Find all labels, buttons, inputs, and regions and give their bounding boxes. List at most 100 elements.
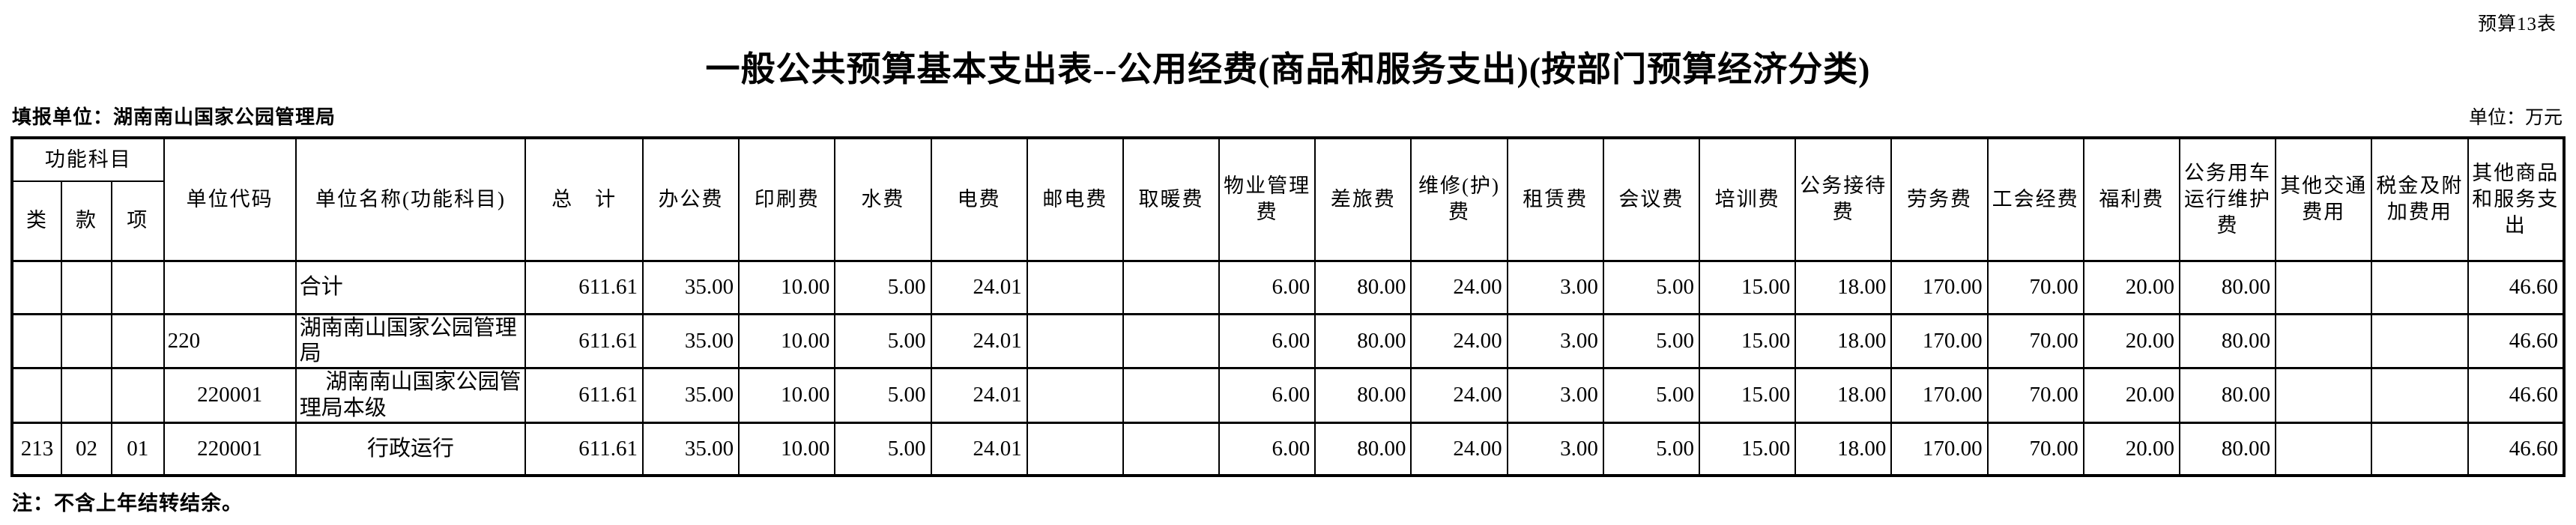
- header-col-12: 租赁费: [1506, 137, 1604, 262]
- cell-value-6: [1122, 313, 1221, 370]
- cell-value-7: 6.00: [1218, 313, 1316, 370]
- cell-value-0: 611.61: [524, 260, 644, 315]
- cell-value-7: 6.00: [1218, 367, 1316, 424]
- header-col-20: 其他交通 费用: [2275, 137, 2373, 262]
- cell-value-16: 20.00: [2082, 260, 2180, 315]
- cell-value-14: 170.00: [1890, 260, 1989, 315]
- reporting-unit-label: 填报单位：湖南南山国家公园管理局: [12, 106, 336, 128]
- cell-value-17: 80.00: [2178, 422, 2277, 477]
- cell-value-5: [1026, 260, 1124, 315]
- cell-value-9: 24.00: [1410, 313, 1508, 370]
- header-function-category: 功能科目: [11, 137, 165, 182]
- cell-value-3: 5.00: [834, 422, 932, 477]
- header-col-11: 维修(护) 费: [1410, 137, 1508, 262]
- cell-kuan: [61, 260, 112, 315]
- cell-value-17: 80.00: [2178, 367, 2277, 424]
- cell-value-16: 20.00: [2082, 422, 2180, 477]
- cell-value-11: 5.00: [1602, 260, 1701, 315]
- cell-value-6: [1122, 422, 1221, 477]
- cell-value-0: 611.61: [524, 422, 644, 477]
- cell-unit-name: 湖南南山国家公园管理 局: [294, 313, 527, 370]
- header-col-21: 税金及附 加费用: [2371, 137, 2469, 262]
- cell-value-0: 611.61: [524, 313, 644, 370]
- cell-value-13: 18.00: [1795, 367, 1893, 424]
- cell-value-5: [1026, 367, 1124, 424]
- header-col-5: 水费: [834, 137, 932, 262]
- cell-value-18: [2275, 260, 2373, 315]
- header-col-10: 差旅费: [1314, 137, 1412, 262]
- header-row-2: 类款项: [10, 180, 2564, 262]
- header-col-9: 物业管理 费: [1218, 137, 1316, 262]
- header-col-14: 培训费: [1699, 137, 1797, 262]
- cell-value-2: 10.00: [738, 422, 836, 477]
- table-body: 合计 611.61 35.00 10.00 5.00 24.01 6.00 80.00 24.0…: [10, 260, 2566, 477]
- cell-value-3: 5.00: [834, 313, 932, 370]
- cell-value-20: 46.60: [2467, 260, 2566, 315]
- cell-value-15: 70.00: [1986, 367, 2084, 424]
- cell-value-11: 5.00: [1602, 313, 1701, 370]
- table-row-2: 220001 湖南南山国家公园管 理局本级 611.61 35.00 10.00 5.00…: [10, 367, 2566, 424]
- header-col-2: 总 计: [524, 137, 644, 262]
- cell-value-4: 24.01: [930, 367, 1028, 424]
- cell-xiang: 01: [110, 422, 165, 477]
- table-header: 功能科目 单位代码 单位名称(功能科目) 总 计办公费 印刷费 水费 电费 邮电费 取暖费 物业管…: [10, 137, 2566, 262]
- cell-value-4: 24.01: [930, 260, 1028, 315]
- table-row-1: 220 湖南南山国家公园管理 局 611.61 35.00 10.00 5.00 24.01…: [10, 313, 2566, 370]
- table-row-3: 213 02 01 220001 行政运行 611.61 35.00 10.00 5.00 24.…: [10, 422, 2566, 477]
- cell-value-13: 18.00: [1795, 422, 1893, 477]
- cell-value-15: 70.00: [1986, 313, 2084, 370]
- cell-kuan: 02: [61, 422, 112, 477]
- cell-lei: [10, 260, 63, 315]
- header-col-18: 福利费: [2082, 137, 2180, 262]
- cell-value-2: 10.00: [738, 313, 836, 370]
- cell-value-1: 35.00: [641, 422, 740, 477]
- header-col-13: 会议费: [1602, 137, 1701, 262]
- cell-value-19: [2371, 260, 2469, 315]
- cell-value-11: 5.00: [1602, 422, 1701, 477]
- sub-header-line: 填报单位：湖南南山国家公园管理局 单位：万元: [12, 102, 2563, 130]
- cell-value-18: [2275, 367, 2373, 424]
- header-col-7: 邮电费: [1026, 137, 1124, 262]
- table-row-0: 合计 611.61 35.00 10.00 5.00 24.01 6.00 80.00 24.0…: [10, 260, 2566, 315]
- cell-value-1: 35.00: [641, 367, 740, 424]
- cell-value-17: 80.00: [2178, 313, 2277, 370]
- unit-of-measure-label: 单位：万元: [2468, 108, 2563, 128]
- cell-value-14: 170.00: [1890, 367, 1989, 424]
- cell-value-17: 80.00: [2178, 260, 2277, 315]
- cell-unit-code: 220: [163, 313, 297, 370]
- cell-unit-code: 220001: [163, 422, 297, 477]
- cell-value-7: 6.00: [1218, 422, 1316, 477]
- cell-value-10: 3.00: [1506, 260, 1604, 315]
- cell-unit-name: 合计: [294, 260, 527, 315]
- cell-value-14: 170.00: [1890, 422, 1989, 477]
- cell-value-19: [2371, 367, 2469, 424]
- cell-value-5: [1026, 313, 1124, 370]
- cell-value-7: 6.00: [1218, 260, 1316, 315]
- header-col-17: 工会经费: [1986, 137, 2084, 262]
- cell-value-20: 46.60: [2467, 313, 2566, 370]
- cell-kuan: [61, 367, 112, 424]
- header-col-4: 印刷费: [738, 137, 836, 262]
- cell-value-14: 170.00: [1890, 313, 1989, 370]
- header-col-22: 其他商品 和服务支 出: [2467, 137, 2566, 262]
- sheet-number: 预算13表: [2477, 14, 2557, 34]
- header-col-16: 劳务费: [1890, 137, 1989, 262]
- cell-value-13: 18.00: [1795, 313, 1893, 370]
- cell-value-19: [2371, 422, 2469, 477]
- header-col-15: 公务接待 费: [1795, 137, 1893, 262]
- cell-value-8: 80.00: [1314, 422, 1412, 477]
- cell-value-20: 46.60: [2467, 367, 2566, 424]
- budget-table: 功能科目 单位代码 单位名称(功能科目) 总 计办公费 印刷费 水费 电费 邮电费 取暖费 物业管…: [10, 136, 2566, 478]
- cell-unit-name: 湖南南山国家公园管 理局本级: [294, 367, 527, 424]
- cell-value-9: 24.00: [1410, 260, 1508, 315]
- cell-value-15: 70.00: [1986, 260, 2084, 315]
- cell-value-12: 15.00: [1699, 313, 1797, 370]
- cell-xiang: [110, 313, 165, 370]
- cell-value-8: 80.00: [1314, 313, 1412, 370]
- cell-value-20: 46.60: [2467, 422, 2566, 477]
- cell-value-5: [1026, 422, 1124, 477]
- cell-value-11: 5.00: [1602, 367, 1701, 424]
- cell-value-18: [2275, 313, 2373, 370]
- cell-value-1: 35.00: [641, 313, 740, 370]
- cell-value-2: 10.00: [738, 367, 836, 424]
